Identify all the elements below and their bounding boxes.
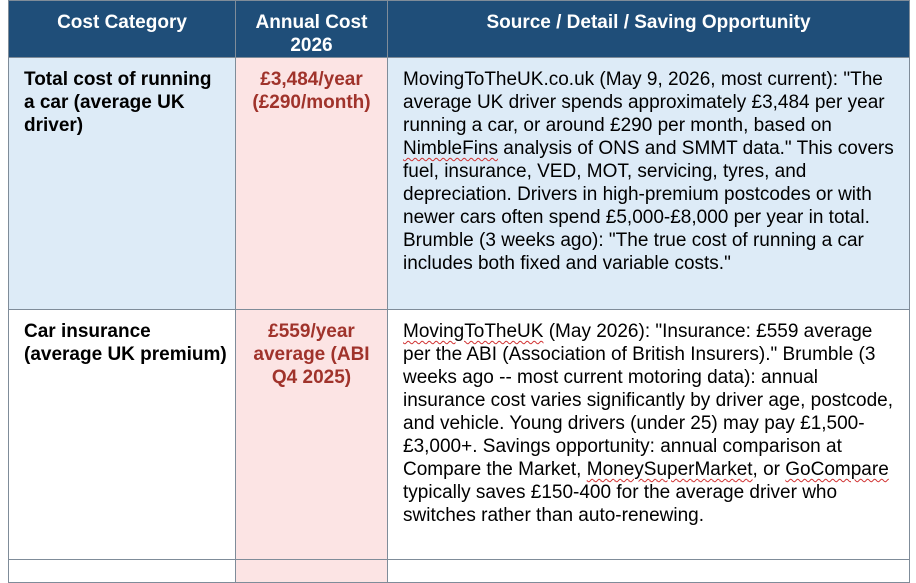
spellcheck-word: MovingToTheUK [403, 321, 544, 342]
category-cell: Total cost of running a car (average UK … [8, 57, 236, 310]
table-row: Total cost of running a car (average UK … [8, 57, 910, 310]
empty-cell [387, 559, 910, 583]
source-text: , or [752, 459, 786, 480]
spellcheck-word: GoCompare [785, 459, 889, 480]
source-text: analysis of ONS and SMMT data." This cov… [403, 138, 894, 274]
empty-cell [8, 559, 236, 583]
header-source-detail: Source / Detail / Saving Opportunity [387, 0, 910, 58]
header-annual-cost: Annual Cost 2026 [235, 0, 388, 58]
source-cell: MovingToTheUK.co.uk (May 9, 2026, most c… [387, 57, 910, 310]
spellcheck-word: MoneySuperMarket [586, 459, 753, 480]
cost-table: Cost Category Annual Cost 2026 Source / … [8, 0, 910, 583]
source-cell: MovingToTheUK (May 2026): "Insurance: £5… [387, 309, 910, 560]
source-text: (May 2026): "Insurance: £559 average per… [403, 321, 894, 480]
cost-cell: £3,484/year (£290/month) [235, 57, 388, 310]
table-row: Car insurance (average UK premium) £559/… [8, 309, 910, 560]
spellcheck-word: NimbleFins [403, 138, 499, 159]
source-text: typically saves £150-400 for the average… [403, 482, 838, 526]
category-cell: Car insurance (average UK premium) [8, 309, 236, 560]
header-row: Cost Category Annual Cost 2026 Source / … [8, 0, 910, 58]
header-cost-category: Cost Category [8, 0, 236, 58]
source-text: MovingToTheUK.co.uk (May 9, 2026, most c… [403, 69, 885, 136]
empty-cell [235, 559, 388, 583]
cost-cell: £559/year average (ABI Q4 2025) [235, 309, 388, 560]
table-row-partial [8, 559, 910, 583]
